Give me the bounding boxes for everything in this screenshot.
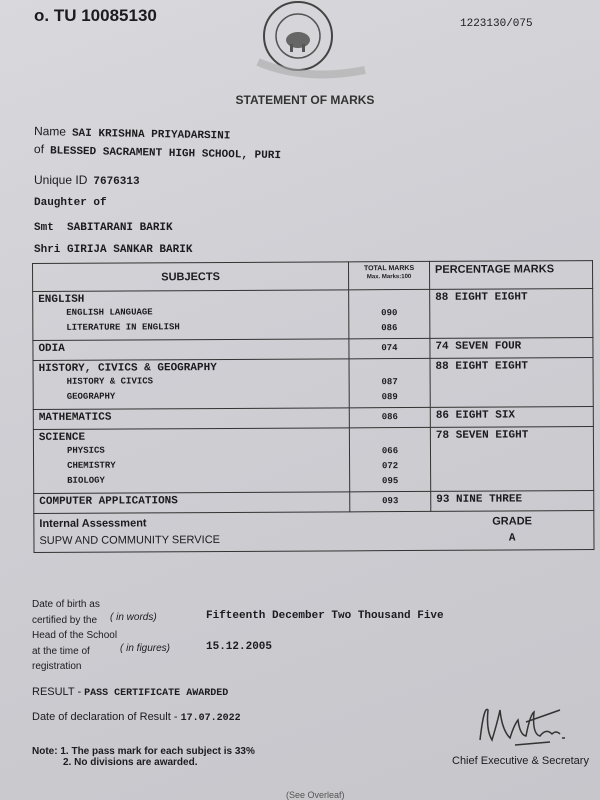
dob-words: Fifteenth December Two Thousand Five (206, 610, 444, 622)
declaration-date: 17.07.2022 (180, 713, 241, 724)
signature (479, 708, 565, 746)
page-title: STATEMENT OF MARKS (235, 93, 375, 107)
header-percentage: PERCENTAGE MARKS (429, 260, 593, 290)
component-name: LITERATURE IN ENGLISH (66, 322, 180, 333)
component-name: CHEMISTRY (67, 460, 116, 471)
component-name: GEOGRAPHY (66, 391, 116, 402)
signatory-title: Chief Executive & Secretary (452, 755, 589, 767)
council-seal-logo (256, 1, 366, 79)
component-marks: 086 (381, 323, 398, 334)
internal-subject: SUPW AND COMMUNITY SERVICE (39, 534, 221, 547)
component-marks: 072 (381, 461, 399, 472)
subject-name: MATHEMATICS (38, 411, 112, 424)
grade-label: GRADE (492, 515, 533, 528)
subject-marks: 074 (381, 343, 398, 354)
notes: Note: 1. The pass mark for each subject … (32, 746, 255, 768)
component-name: PHYSICS (66, 445, 105, 456)
component-marks: 090 (381, 308, 398, 319)
component-name: BIOLOGY (67, 475, 105, 486)
header-subjects: SUBJECTS (32, 261, 349, 292)
percentage-marks: 78 SEVEN EIGHT (435, 429, 529, 442)
in-figures-label: ( in figures) (120, 643, 171, 654)
header-total: TOTAL MARKS Max. Marks:100 (348, 261, 430, 290)
subject-row: SCIENCE PHYSICS CHEMISTRY BIOLOGY 066 072 095 7… (33, 426, 594, 494)
component-marks: 095 (382, 476, 399, 487)
component-marks: 089 (381, 392, 398, 403)
mother-line: Smt SABITARANI BARIK (34, 222, 173, 234)
result-line: RESULT - PASS CERTIFICATE AWARDED (32, 686, 229, 699)
relation: Daughter of (34, 197, 107, 209)
declaration-line: Date of declaration of Result - 17.07.20… (32, 711, 241, 724)
name-line: Name SAI KRISHNA PRIYADARSINI (33, 124, 231, 143)
internal-label: Internal Assessment (39, 517, 147, 530)
mother-name: SABITARANI BARIK (67, 222, 173, 234)
subject-marks: 093 (382, 496, 399, 507)
component-marks: 066 (381, 446, 399, 457)
school-line: of BLESSED SACRAMENT HIGH SCHOOL, PURI (33, 142, 282, 163)
subject-row: ENGLISH ENGLISH LANGUAGE LITERATURE IN ENG… (32, 288, 593, 341)
candidate-name: SAI KRISHNA PRIYADARSINI (71, 127, 231, 143)
component-name: ENGLISH LANGUAGE (66, 307, 153, 318)
subject-name: COMPUTER APPLICATIONS (39, 495, 178, 508)
percentage-marks: 88 EIGHT EIGHT (435, 291, 528, 304)
subject-marks: 086 (381, 412, 398, 423)
dob-labels: Date of birth as certified by the Head o… (32, 599, 118, 672)
percentage-marks: 74 SEVEN FOUR (435, 340, 522, 353)
component-name: HISTORY & CIVICS (66, 376, 154, 387)
serial-number: 1223130/075 (460, 18, 533, 30)
father-line: Shri GIRIJA SANKAR BARIK (34, 244, 193, 256)
subject-name: ODIA (38, 342, 65, 355)
uid-line: Unique ID 7676313 (34, 173, 140, 188)
percentage-marks: 86 EIGHT SIX (435, 409, 516, 422)
certificate-number: o. TU 10085130 (34, 6, 157, 25)
component-marks: 087 (381, 377, 398, 388)
dob-figures: 15.12.2005 (206, 641, 273, 653)
father-name: GIRIJA SANKAR BARIK (67, 244, 193, 256)
marks-table: SUBJECTS TOTAL MARKS Max. Marks:100 PERCE… (32, 260, 595, 553)
in-words-label: ( in words) (110, 612, 157, 623)
school-name: BLESSED SACRAMENT HIGH SCHOOL, PURI (49, 145, 282, 163)
subject-row: HISTORY, CIVICS & GEOGRAPHY HISTORY & CIV… (33, 357, 594, 410)
unique-id: 7676313 (93, 176, 140, 188)
internal-assessment-row: Internal Assessment SUPW AND COMMUNITY S… (33, 510, 595, 553)
result-value: PASS CERTIFICATE AWARDED (84, 688, 229, 699)
percentage-marks: 93 NINE THREE (436, 493, 523, 506)
grade-value: A (508, 532, 516, 545)
percentage-marks: 88 EIGHT EIGHT (435, 360, 529, 373)
see-overleaf: (See Overleaf) (286, 790, 345, 800)
